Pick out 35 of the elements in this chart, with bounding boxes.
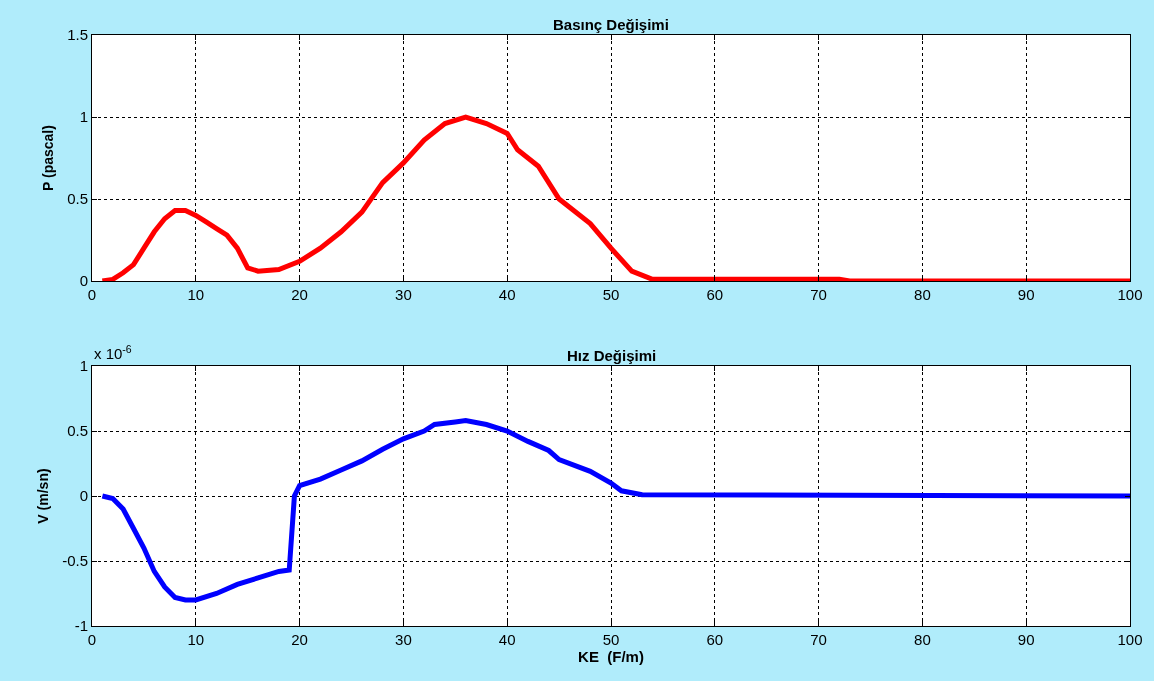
y-tick-label: 1.5 [67,26,88,44]
x-tick-label: 100 [1117,631,1143,648]
y-tick-label: -0.5 [62,552,88,570]
x-tick-label: 10 [187,631,205,648]
y-tick-label: 1 [79,108,88,126]
y-tick-label: 0 [79,272,88,290]
x-tick-label: 60 [706,286,724,303]
y-tick-label: -1 [74,617,88,635]
x-axis-title: KE (F/m) [578,648,644,665]
x-tick-label: 100 [1117,286,1143,303]
x-tick-label: 30 [395,631,412,648]
x-tick-label: 90 [1017,631,1035,648]
x-tick-label: 70 [810,631,827,648]
text: x 10$^{-6}$ [94,343,132,363]
y-axis-title: V (m/sn) [34,468,51,524]
x-tick-label: 50 [602,631,620,648]
x-tick-label: 70 [810,286,827,303]
x-tick-label: 20 [291,286,308,303]
y-axis-title: P (pascal) [39,125,56,191]
y-tick-label: 1 [79,357,88,375]
x-tick-label: 40 [498,631,516,648]
x-tick-label: 80 [914,286,931,303]
x-tick-label: 80 [914,631,931,648]
y-tick-label: 0 [79,487,88,505]
y-tick-label: 0.5 [67,190,88,208]
chart-title: Hız Değişimi [567,347,657,364]
x-tick-label: 10 [187,286,205,303]
x-tick-label: 90 [1017,286,1035,303]
x-tick-label: 20 [291,631,308,648]
x-tick-label: 50 [602,286,620,303]
x-tick-label: 40 [498,286,516,303]
x-tick-label: 60 [706,631,724,648]
x-tick-label: 30 [395,286,412,303]
chart-title: Basınç Değişimi [553,16,669,33]
y-tick-label: 0.5 [67,422,88,440]
